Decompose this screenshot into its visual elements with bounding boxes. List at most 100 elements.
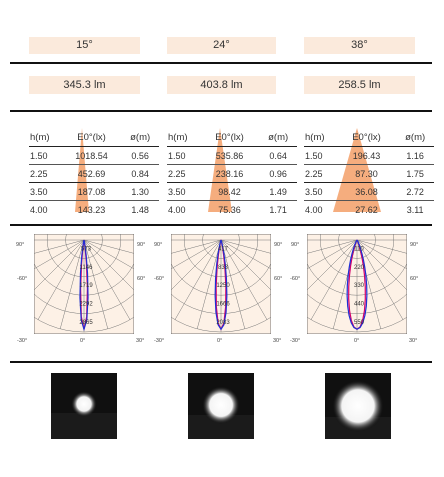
angle-label: -60° (17, 276, 28, 282)
divider-4 (10, 361, 432, 363)
illuminance-table-38: h(m) E0°(lx) ø(m) 1.50 196.43 1.16 2.25 87.30… (304, 128, 434, 218)
polar-spoke (310, 239, 358, 320)
angle-label: -60° (290, 276, 301, 282)
cell: 187.08 (61, 182, 122, 201)
polar-spoke (196, 239, 222, 329)
illuminance-table-24: h(m) E0°(lx) ø(m) 1.50 535.86 0.64 2.25 238.1… (167, 128, 297, 218)
cell: 1.48 (121, 200, 159, 218)
cell: 36.08 (336, 182, 397, 201)
polar-spoke (307, 239, 358, 270)
beam-angle-15: 15° (29, 37, 140, 54)
cell: 3.50 (167, 182, 200, 201)
divider-3 (10, 224, 432, 226)
polar-spoke (34, 239, 85, 254)
polar-value-label: 110 (354, 246, 364, 252)
header-h: h(m) (168, 131, 188, 143)
cell: 98.42 (199, 182, 260, 201)
polar-spoke (83, 239, 134, 291)
angle-label: 60° (410, 276, 419, 282)
polar-value-label: 573 (81, 246, 92, 252)
polar-spoke (171, 239, 222, 270)
polar-spoke (356, 239, 407, 291)
header-d: ø(m) (268, 131, 289, 143)
polar-spoke (307, 239, 358, 254)
polar-spoke (307, 239, 358, 291)
header-e: E0°(lx) (352, 131, 381, 143)
candela-curve (214, 239, 228, 331)
polar-value-label: 1719 (79, 283, 93, 289)
polar-value-label: 440 (354, 302, 365, 308)
candela-curve (346, 239, 368, 330)
cell: 238.16 (199, 164, 260, 183)
cell: 3.50 (304, 182, 337, 201)
cell: 3.50 (29, 182, 62, 201)
polar-spoke (37, 239, 85, 320)
polar-spoke (171, 239, 222, 291)
polar-spoke (83, 239, 109, 329)
angle-label: 90° (274, 242, 283, 248)
cell: 0.84 (121, 164, 159, 183)
cell: 75.36 (199, 200, 260, 218)
cell: 27.62 (336, 200, 397, 218)
angle-label: 30° (273, 338, 282, 344)
cell: 535.86 (199, 146, 260, 165)
angle-label: -30° (290, 338, 301, 344)
polar-value-label: 1250 (216, 283, 230, 289)
cell: 143.23 (61, 200, 122, 218)
polar-spoke (356, 239, 407, 254)
polar-value-label: 417 (218, 246, 229, 252)
cell: 1.49 (259, 182, 297, 201)
cell: 2.72 (396, 182, 434, 201)
cell: 452.69 (61, 164, 122, 183)
polar-value-label: 1666 (216, 302, 230, 308)
polar-spoke (59, 239, 85, 329)
polar-diagram-24: 417 833 1250 1666 2083 (170, 233, 272, 335)
polar-value-label: 330 (354, 283, 365, 289)
cell: 2.25 (304, 164, 337, 183)
angle-label: 0° (80, 338, 86, 344)
polar-spoke (83, 239, 131, 320)
polar-spoke (174, 239, 222, 320)
beam-photo-15 (51, 373, 117, 439)
polar-spoke (83, 239, 134, 270)
polar-value-label: 2865 (79, 320, 93, 326)
angle-label: 30° (136, 338, 145, 344)
polar-spoke (220, 239, 271, 270)
polar-value-label: 220 (354, 265, 365, 271)
candela-curve (79, 239, 89, 332)
polar-value-label: 2292 (79, 302, 93, 308)
angle-label: -30° (154, 338, 165, 344)
divider-1 (10, 62, 432, 64)
cell: 1.50 (29, 146, 62, 165)
polar-value-label: 833 (218, 265, 229, 271)
cell: 196.43 (336, 146, 397, 165)
polar-spoke (171, 239, 222, 254)
angle-label: 90° (291, 242, 300, 248)
polar-value-label: 550 (354, 320, 365, 326)
header-e: E0°(lx) (215, 131, 244, 143)
cell: 1.16 (396, 146, 434, 165)
cell: 1.71 (259, 200, 297, 218)
cell: 1.75 (396, 164, 434, 183)
lumen-24: 403.8 lm (167, 76, 276, 94)
cell: 3.11 (396, 200, 434, 218)
angle-label: -30° (17, 338, 28, 344)
cell: 0.56 (121, 146, 159, 165)
header-d: ø(m) (405, 131, 426, 143)
angle-label: 0° (354, 338, 360, 344)
cell: 4.00 (167, 200, 200, 218)
angle-label: 90° (154, 242, 163, 248)
cell: 1018.54 (61, 146, 122, 165)
polar-spoke (220, 239, 268, 320)
header-d: ø(m) (130, 131, 151, 143)
polar-spoke (220, 239, 246, 329)
lumen-15: 345.3 lm (29, 76, 140, 94)
polar-spoke (220, 239, 271, 254)
beam-photo-24 (188, 373, 254, 439)
divider-2 (10, 110, 432, 112)
cell: 4.00 (304, 200, 337, 218)
angle-label: 90° (137, 242, 146, 248)
cell: 0.96 (259, 164, 297, 183)
beam-photo-38 (325, 373, 391, 439)
header-e: E0°(lx) (77, 131, 106, 143)
